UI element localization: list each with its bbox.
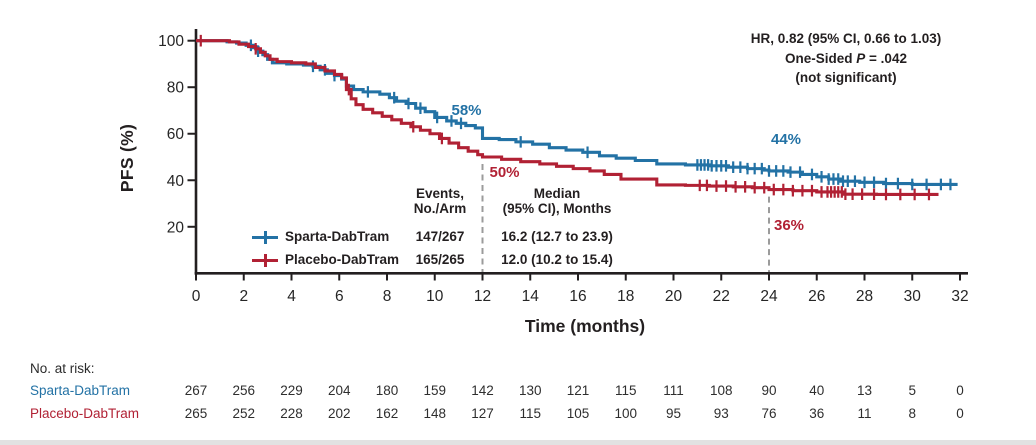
risk-value: 95 (665, 406, 682, 421)
risk-value: 267 (184, 383, 208, 398)
pct-annotation-44: 44% (771, 130, 802, 148)
hr-line1: HR, 0.82 (95% CI, 0.66 to 1.03) (750, 31, 942, 46)
risk-value: 105 (566, 406, 590, 421)
svg-text:26: 26 (808, 288, 825, 305)
risk-value: 5 (908, 383, 917, 398)
svg-text:14: 14 (522, 288, 540, 305)
legend-events-header: Events, No./Arm (413, 186, 467, 216)
risk-value: 11 (857, 406, 872, 421)
risk-value: 130 (518, 383, 542, 398)
pct-annotation-36: 36% (774, 216, 805, 234)
risk-value: 0 (956, 383, 964, 398)
legend-marker-placebo (252, 254, 278, 267)
svg-text:20: 20 (665, 288, 683, 305)
svg-text:40: 40 (167, 173, 185, 190)
svg-text:80: 80 (167, 80, 185, 97)
legend-median-header: Median (95% CI), Months (502, 186, 612, 216)
risk-value: 0 (956, 406, 964, 421)
risk-row-label-sparta: Sparta-DabTram (30, 383, 131, 398)
svg-text:32: 32 (951, 288, 968, 305)
risk-value: 202 (327, 406, 351, 421)
svg-text:2: 2 (239, 288, 248, 305)
risk-value: 76 (761, 406, 777, 421)
svg-text:4: 4 (287, 288, 296, 305)
risk-value: 180 (375, 383, 399, 398)
risk-value: 36 (809, 406, 825, 421)
pct-annotation-50: 50% (489, 164, 520, 181)
svg-text:10: 10 (426, 288, 444, 305)
risk-value: 8 (908, 406, 917, 421)
risk-value: 100 (614, 406, 638, 421)
risk-value: 229 (280, 383, 303, 398)
svg-text:20: 20 (167, 219, 185, 236)
risk-value: 121 (566, 383, 590, 398)
risk-value: 40 (809, 383, 825, 398)
svg-text:16: 16 (569, 288, 586, 305)
legend-label-sparta: Sparta-DabTram (285, 229, 390, 244)
svg-text:6: 6 (335, 288, 344, 305)
bottom-divider (0, 440, 1036, 445)
svg-text:24: 24 (760, 288, 778, 305)
svg-text:100: 100 (158, 33, 184, 50)
risk-value: 159 (423, 383, 447, 398)
legend-marker-sparta (252, 231, 278, 244)
legend-events-placebo: 165/265 (415, 252, 465, 267)
risk-value: 265 (184, 406, 208, 421)
x-tick-labels: 0 2 4 6 8 10 12 14 16 18 20 22 24 26 28 30 32 (192, 288, 969, 305)
risk-value: 148 (423, 406, 447, 421)
risk-value: 93 (713, 406, 729, 421)
hr-line3: (not significant) (795, 70, 897, 85)
hr-annotation: HR, 0.82 (95% CI, 0.66 to 1.03) One-Side… (700, 29, 992, 88)
svg-text:0: 0 (192, 288, 201, 305)
y-axis-title: PFS (%) (117, 123, 137, 193)
pct-annotation-58: 58% (451, 102, 482, 120)
risk-table-title: No. at risk: (30, 361, 95, 376)
risk-value: 108 (709, 383, 733, 398)
legend-events-sparta: 147/267 (415, 229, 465, 244)
risk-value: 111 (663, 383, 684, 398)
censor-ticks-placebo (199, 34, 931, 201)
legend-median-sparta: 16.2 (12.7 to 23.9) (501, 229, 613, 244)
hr-line2: One-Sided P = .042 (785, 50, 907, 66)
risk-value: 142 (471, 383, 494, 398)
svg-text:30: 30 (904, 288, 922, 305)
axes (187, 29, 968, 281)
svg-text:8: 8 (383, 288, 392, 305)
risk-value: 228 (280, 406, 303, 421)
svg-text:18: 18 (617, 288, 634, 305)
legend-median-placebo: 12.0 (10.2 to 15.4) (501, 252, 613, 267)
risk-value: 127 (471, 406, 494, 421)
svg-text:22: 22 (713, 288, 730, 305)
risk-value: 252 (232, 406, 256, 421)
risk-value: 13 (856, 383, 873, 398)
risk-value: 256 (232, 383, 256, 398)
risk-value: 115 (519, 406, 542, 421)
risk-value: 204 (327, 383, 351, 398)
svg-text:60: 60 (167, 126, 185, 143)
y-tick-labels: 100 80 60 40 20 (158, 33, 184, 236)
km-curve-placebo (196, 39, 939, 196)
risk-value: 90 (761, 383, 777, 398)
x-axis-title: Time (months) (524, 316, 646, 336)
legend-label-placebo: Placebo-DabTram (285, 252, 400, 267)
risk-value: 115 (614, 383, 637, 398)
risk-row-label-placebo: Placebo-DabTram (30, 406, 140, 421)
svg-text:28: 28 (856, 288, 873, 305)
risk-value: 162 (375, 406, 399, 421)
svg-text:12: 12 (474, 288, 491, 305)
